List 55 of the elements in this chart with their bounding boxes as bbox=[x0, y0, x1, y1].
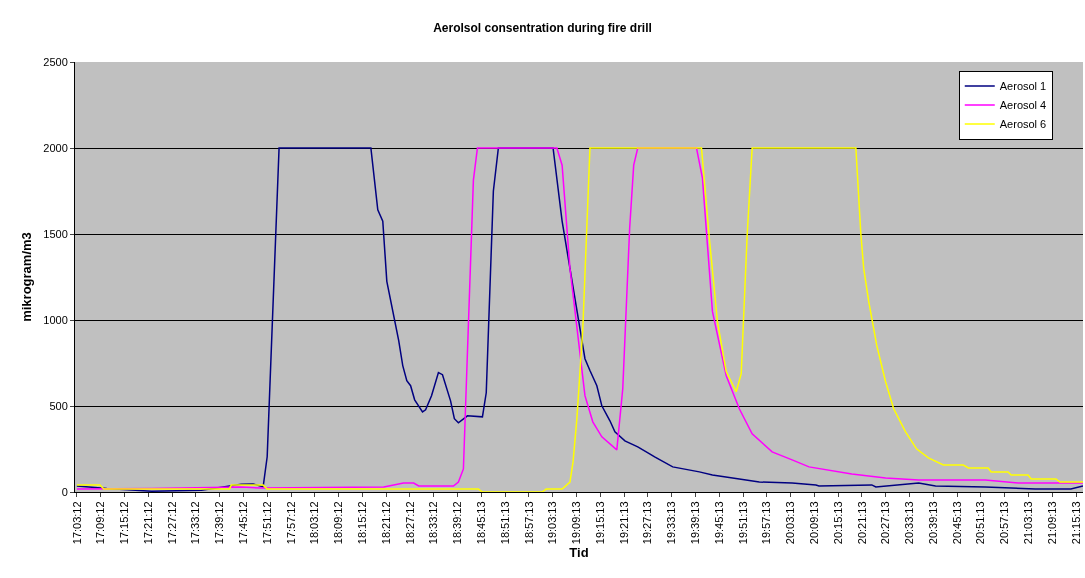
x-tick-label: 18:09:12 bbox=[332, 501, 345, 545]
x-tick-label: 21:15:13 bbox=[1069, 501, 1082, 545]
x-tick-label: 17:51:12 bbox=[260, 501, 273, 545]
x-tick-label: 21:03:13 bbox=[1022, 501, 1035, 545]
x-tick-label: 18:39:12 bbox=[451, 501, 464, 545]
x-tick-label: 20:27:13 bbox=[879, 501, 892, 545]
legend-label: Aerosol 6 bbox=[999, 118, 1047, 131]
x-tick-label: 18:27:12 bbox=[403, 501, 416, 545]
x-tick-label: 19:33:13 bbox=[665, 501, 678, 545]
x-tick-label: 21:09:13 bbox=[1045, 501, 1058, 545]
y-tick-label: 0 bbox=[61, 485, 68, 498]
y-tick-label: 1000 bbox=[43, 313, 68, 326]
x-tick-label: 19:03:13 bbox=[546, 501, 559, 545]
x-axis-title: Tid bbox=[569, 544, 589, 560]
x-tick-label: 17:03:12 bbox=[70, 501, 83, 545]
x-tick-label: 20:57:13 bbox=[998, 501, 1011, 545]
x-tick-label: 17:15:12 bbox=[118, 501, 131, 545]
x-tick-label: 19:27:13 bbox=[641, 501, 654, 545]
x-tick-label: 19:21:13 bbox=[617, 501, 630, 545]
chart-title: Aerolsol consentration during fire drill bbox=[433, 20, 652, 35]
x-tick-label: 19:51:13 bbox=[736, 501, 749, 545]
x-tick-label: 18:03:12 bbox=[308, 501, 321, 545]
x-tick-label: 18:33:12 bbox=[427, 501, 440, 545]
x-tick-label: 19:39:13 bbox=[689, 501, 702, 545]
x-tick-label: 20:03:13 bbox=[784, 501, 797, 545]
x-tick-label: 20:45:13 bbox=[950, 501, 963, 545]
legend-label: Aerosol 1 bbox=[999, 80, 1047, 93]
x-tick-label: 18:45:13 bbox=[474, 501, 487, 545]
x-tick-label: 17:45:12 bbox=[237, 501, 250, 545]
y-axis-title: mikrogram/m3 bbox=[19, 232, 35, 322]
x-tick-label: 17:27:12 bbox=[165, 501, 178, 545]
x-tick-label: 19:15:13 bbox=[593, 501, 606, 545]
x-tick-label: 17:09:12 bbox=[94, 501, 107, 545]
x-tick-label: 19:57:13 bbox=[760, 501, 773, 545]
x-tick-label: 18:15:12 bbox=[355, 501, 368, 545]
y-tick-label: 2000 bbox=[43, 141, 68, 154]
x-tick-label: 20:39:13 bbox=[926, 501, 939, 545]
x-tick-label: 18:21:12 bbox=[379, 501, 392, 545]
y-tick-label: 1500 bbox=[43, 227, 68, 240]
y-tick-label: 500 bbox=[49, 399, 68, 412]
x-tick-label: 19:09:13 bbox=[570, 501, 583, 545]
x-tick-label: 17:57:12 bbox=[284, 501, 297, 545]
y-tick-label: 2500 bbox=[43, 55, 68, 68]
x-tick-label: 18:57:13 bbox=[522, 501, 535, 545]
x-tick-label: 20:09:13 bbox=[807, 501, 820, 545]
x-tick-label: 17:39:12 bbox=[213, 501, 226, 545]
x-tick-label: 20:33:13 bbox=[903, 501, 916, 545]
legend-label: Aerosol 4 bbox=[999, 99, 1047, 112]
x-tick-label: 20:51:13 bbox=[974, 501, 987, 545]
x-tick-label: 17:21:12 bbox=[141, 501, 154, 545]
x-tick-label: 18:51:13 bbox=[498, 501, 511, 545]
x-tick-label: 17:33:12 bbox=[189, 501, 202, 545]
x-tick-label: 19:45:13 bbox=[712, 501, 725, 545]
x-tick-label: 20:21:13 bbox=[855, 501, 868, 545]
x-tick-label: 20:15:13 bbox=[831, 501, 844, 545]
